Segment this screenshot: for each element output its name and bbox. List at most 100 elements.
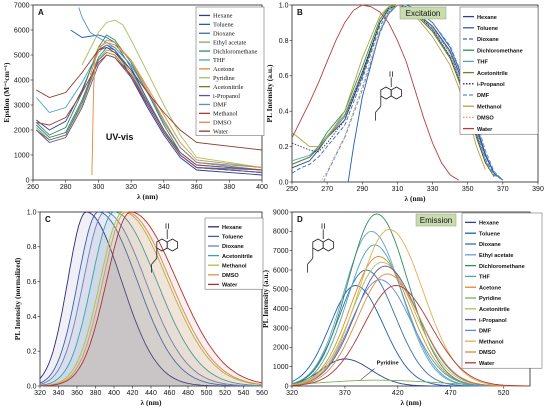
legend-label: Acetonitrile (479, 307, 510, 313)
x-tick-label: 330 (427, 186, 439, 193)
series-line (291, 285, 529, 387)
molecule-bond (151, 257, 158, 265)
legend-label: Methanol (213, 111, 238, 118)
legend-label: Toluene (479, 231, 500, 237)
legend-label: i-Propanol (213, 93, 240, 100)
tag-label: Excitation (406, 9, 441, 18)
legend-label: Ethyl acetate (479, 253, 514, 259)
x-tick-label: 540 (238, 390, 250, 397)
legend-label: Dichloromethane (479, 264, 525, 270)
series-line (39, 211, 262, 387)
legend-label: Hexane (222, 225, 242, 231)
molecule-ring (380, 86, 392, 100)
legend-label: Hexane (213, 13, 233, 20)
x-tick-label: 480 (182, 390, 194, 397)
legend-label: Water (479, 361, 495, 367)
x-tick-label: 320 (34, 390, 46, 397)
y-tick-label: 0.8 (279, 38, 289, 45)
x-tick-label: 390 (532, 186, 544, 193)
x-tick-label: 470 (445, 390, 457, 397)
x-tick-label: 360 (191, 184, 203, 191)
y-tick-label: 7000 (273, 248, 289, 255)
y-tick-label: 2000 (14, 127, 30, 134)
x-axis-label: λ (nm) (401, 398, 422, 407)
x-tick-label: 370 (339, 390, 351, 397)
series-line (39, 211, 262, 387)
panel-label: D (297, 215, 303, 224)
x-tick-label: 320 (286, 390, 298, 397)
legend-label: Pyridine (479, 296, 501, 302)
series-area (40, 212, 262, 386)
legend-label: Dichloromethane (213, 48, 258, 55)
legend-label: Dichloromethane (477, 48, 523, 54)
y-tick-label: 1.0 (27, 209, 37, 216)
x-tick-label: 440 (145, 390, 157, 397)
legend-label: Dioxane (479, 242, 501, 248)
legend-label: DMSO (213, 119, 232, 126)
molecule-ring (166, 238, 179, 252)
tag-box (399, 6, 447, 20)
legend-label: Hexane (477, 15, 497, 21)
series-line (36, 47, 263, 151)
legend-label: Water (222, 283, 238, 289)
legend-label: Pyridine (213, 75, 235, 82)
legend-label: DMSO (479, 350, 496, 356)
legend-box (204, 217, 264, 290)
y-tick-label: 0.4 (27, 314, 37, 321)
series-area (40, 212, 262, 386)
x-tick-label: 560 (256, 390, 268, 397)
x-tick-label: 380 (90, 390, 102, 397)
legend-label: i-Propanol (477, 82, 505, 88)
series-line (291, 4, 460, 181)
series-line (39, 211, 263, 387)
series-line (78, 7, 263, 171)
panel-label: C (45, 215, 51, 224)
legend-label: Toluene (213, 22, 234, 29)
series-line (291, 228, 529, 387)
molecule-ring (390, 86, 403, 100)
x-tick-label: 340 (158, 184, 170, 191)
y-tick-label: 6000 (14, 27, 30, 34)
legend-label: Dioxane (213, 30, 235, 37)
y-tick-label: 0 (285, 383, 289, 390)
legend-label: Methanol (477, 104, 502, 110)
y-tick-label: 7000 (14, 2, 30, 9)
series-area (40, 212, 262, 386)
legend-label: DMF (479, 329, 492, 335)
x-tick-label: 310 (392, 186, 404, 193)
y-tick-label: 2000 (273, 345, 289, 352)
x-tick-label: 420 (392, 390, 404, 397)
legend-label: i-Propanol (479, 318, 507, 324)
annotation-arrow (360, 368, 375, 381)
x-tick-label: 350 (462, 186, 474, 193)
legend-label: Toluene (477, 26, 498, 32)
x-tick-label: 320 (125, 184, 137, 191)
legend-label: THF (477, 60, 488, 66)
molecule-ring (312, 238, 324, 252)
y-tick-label: 5000 (273, 287, 289, 294)
x-tick-label: 380 (223, 184, 235, 191)
legend-label: Acetonitrile (222, 254, 253, 260)
legend-label: Acetone (213, 66, 234, 73)
panel-C: 320 340 360 380 400 420 440 460 480 500 520 540 560 0… (13, 209, 268, 407)
series-line (91, 42, 263, 176)
y-tick-label: 6000 (273, 267, 289, 274)
legend-label: Dioxane (222, 244, 244, 250)
panel-B: 250 270 290 310 330 350 370 390 0.0 0.2 0.4 0.6 0.8 1… (265, 2, 544, 203)
y-axis-label: PL Intensity (a.u.) (261, 270, 270, 328)
legend-label: Dioxane (477, 37, 499, 43)
y-tick-label: 0.6 (279, 73, 289, 80)
legend-box (195, 6, 265, 136)
series-line (39, 211, 262, 387)
legend-label: DMSO (222, 273, 239, 279)
legend-label: Water (213, 128, 229, 135)
y-tick-label: 4000 (14, 77, 30, 84)
legend-label: Toluene (222, 235, 243, 241)
legend-label: Acetone (479, 285, 501, 291)
series-line (81, 19, 263, 168)
series-line (36, 54, 263, 171)
series-line (40, 211, 263, 387)
x-tick-label: 360 (71, 390, 83, 397)
y-axis-label: Epsilon (M⁻¹cm⁻¹) (2, 62, 11, 123)
annotation-pyridine: Pyridine (377, 361, 399, 367)
